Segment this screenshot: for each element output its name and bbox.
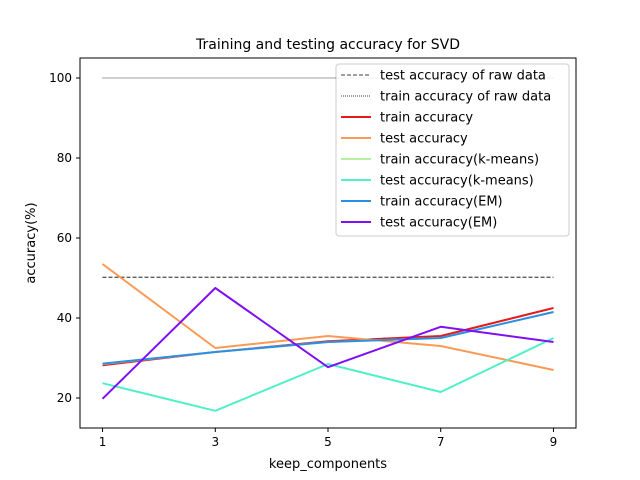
legend: test accuracy of raw data train accuracy … <box>335 63 570 237</box>
legend-label: test accuracy(EM) <box>380 216 497 231</box>
y-axis: 20 40 60 80 100 <box>49 71 80 405</box>
legend-label: train accuracy(EM) <box>380 195 503 210</box>
series-line <box>101 263 554 371</box>
legend-box <box>335 63 570 237</box>
x-tick-label: 7 <box>437 435 445 449</box>
x-tick-label: 9 <box>550 435 558 449</box>
x-tick-label: 3 <box>211 435 219 449</box>
series-line <box>101 287 554 400</box>
legend-label: test accuracy of raw data <box>380 69 546 84</box>
y-tick-label: 100 <box>49 71 72 85</box>
x-tick-label: 1 <box>99 435 107 449</box>
y-tick-label: 60 <box>57 231 72 245</box>
y-axis-label: accuracy(%) <box>24 202 39 283</box>
chart-title: Training and testing accuracy for SVD <box>195 37 460 53</box>
y-tick-label: 40 <box>57 311 72 325</box>
x-tick-label: 5 <box>324 435 332 449</box>
legend-label: train accuracy <box>380 111 473 126</box>
legend-label: train accuracy of raw data <box>380 90 551 105</box>
x-axis: 1 3 5 7 9 <box>99 428 558 449</box>
legend-label: test accuracy(k-means) <box>380 174 534 189</box>
series-layer <box>101 77 554 412</box>
legend-label: test accuracy <box>380 132 468 147</box>
legend-label: train accuracy(k-means) <box>380 153 539 168</box>
y-tick-label: 20 <box>57 391 72 405</box>
series-line <box>102 337 554 412</box>
x-axis-label: keep_components <box>269 457 387 472</box>
y-tick-label: 80 <box>57 151 72 165</box>
series-line <box>102 311 554 365</box>
